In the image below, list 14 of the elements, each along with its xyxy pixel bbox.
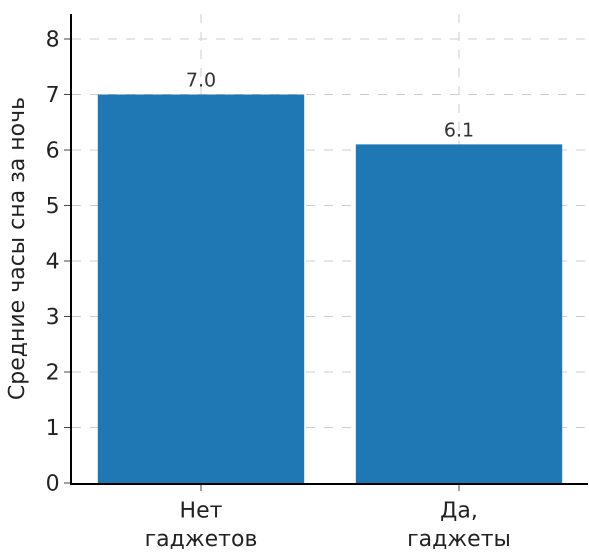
data-label: 6.1 [444,119,474,142]
y-tick-label: 5 [46,194,60,220]
y-tick-label: 3 [46,305,60,330]
x-tick-label: Да, гаджеты [407,498,511,552]
y-tick-label: 8 [46,28,60,53]
data-label: 7.0 [186,69,216,92]
y-tick-label: 6 [46,138,60,164]
y-tick-label: 4 [46,250,60,275]
y-axis-title: Средние часы сна за ночь [4,96,30,400]
x-tick-label: Нет гаджетов [144,498,258,552]
y-tick-label: 7 [46,83,60,108]
y-tick-label: 2 [46,360,60,386]
y-tick-label: 0 [46,472,60,497]
y-tick-label: 1 [46,416,60,442]
